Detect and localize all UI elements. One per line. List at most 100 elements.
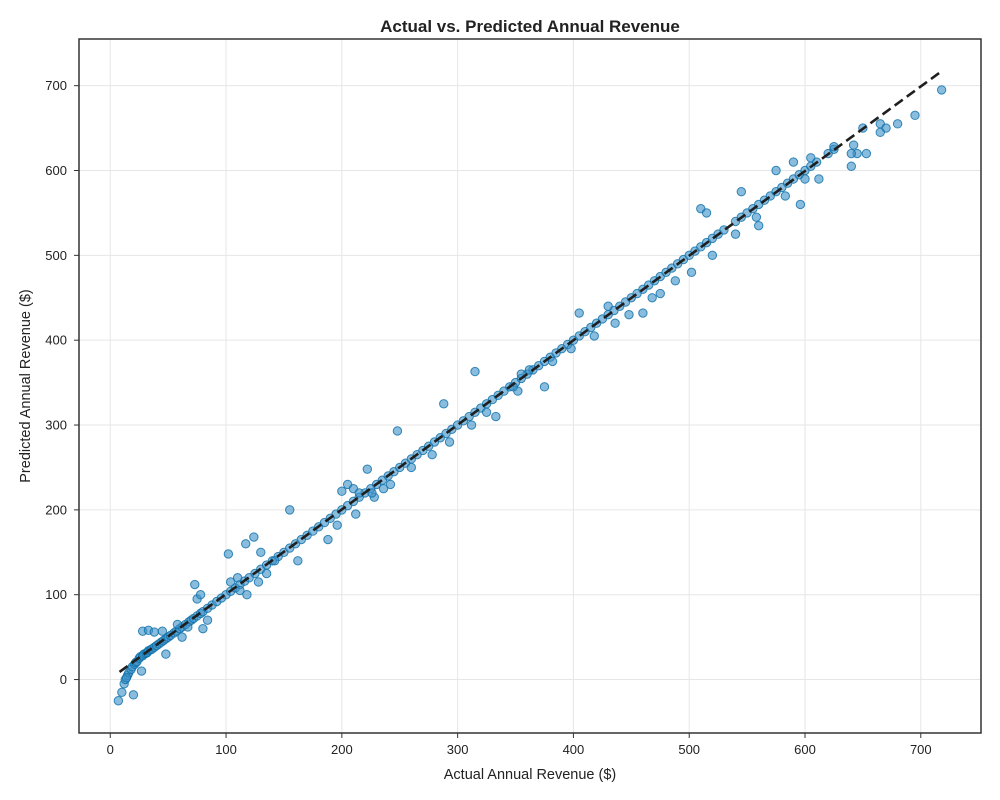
- data-point: [337, 486, 347, 496]
- data-point: [293, 556, 303, 566]
- data-point: [655, 288, 665, 299]
- data-point: [249, 532, 259, 542]
- grid: [79, 39, 981, 733]
- reference-line: [118, 71, 942, 673]
- data-point: [707, 250, 718, 261]
- data-point: [367, 488, 377, 498]
- data-point: [780, 191, 791, 201]
- data-point: [800, 174, 810, 184]
- data-point: [392, 426, 403, 436]
- data-point: [624, 310, 634, 320]
- y-axis-label: Predicted Annual Revenue ($): [18, 289, 34, 482]
- data-point: [128, 690, 139, 700]
- data-point: [736, 187, 747, 197]
- data-point: [195, 590, 206, 600]
- x-tick-label: 0: [107, 742, 114, 757]
- data-point: [861, 148, 872, 159]
- data-point: [202, 615, 213, 625]
- data-point: [261, 568, 272, 579]
- data-point: [225, 577, 236, 587]
- data-point: [223, 549, 234, 559]
- data-point: [647, 293, 657, 303]
- data-point: [439, 399, 449, 409]
- data-point: [686, 267, 697, 278]
- data-point: [788, 157, 799, 167]
- data-point: [136, 666, 147, 676]
- data-point: [235, 585, 245, 596]
- data-point: [670, 276, 681, 286]
- data-point: [323, 534, 333, 545]
- data-point: [875, 127, 885, 138]
- data-point: [351, 509, 361, 519]
- data-point: [427, 450, 437, 460]
- data-point: [539, 382, 550, 392]
- y-tick-label: 400: [45, 333, 67, 348]
- data-point: [481, 407, 492, 418]
- data-point: [806, 153, 816, 163]
- data-point: [161, 649, 171, 659]
- data-point: [256, 547, 266, 557]
- data-point: [177, 632, 187, 642]
- data-point: [936, 85, 947, 95]
- y-tick-label: 0: [60, 672, 67, 687]
- data-point: [753, 220, 764, 231]
- data-point: [253, 577, 264, 587]
- data-point: [149, 627, 159, 637]
- data-point: [285, 505, 295, 515]
- data-point: [117, 687, 127, 697]
- y-tick-label: 100: [45, 587, 67, 602]
- x-tick-label: 600: [794, 742, 816, 757]
- data-point: [198, 623, 208, 634]
- data-point: [113, 696, 124, 706]
- data-point: [610, 318, 620, 328]
- x-tick-label: 200: [331, 742, 353, 757]
- data-point: [910, 110, 920, 121]
- data-point: [466, 420, 477, 430]
- data-point: [470, 366, 480, 377]
- data-point: [241, 539, 251, 549]
- y-axis-ticks: 0 100 200 300 400 500 600 700: [45, 78, 79, 687]
- data-point: [232, 573, 243, 583]
- x-tick-label: 400: [563, 742, 585, 757]
- data-point: [547, 356, 558, 367]
- data-point: [354, 488, 364, 498]
- reference-line-group: [118, 71, 942, 673]
- y-tick-label: 200: [45, 502, 67, 517]
- y-tick-label: 500: [45, 248, 67, 263]
- data-point: [701, 208, 712, 218]
- data-point: [751, 212, 762, 222]
- data-point: [846, 161, 857, 171]
- x-tick-label: 300: [447, 742, 469, 757]
- data-point: [332, 520, 342, 530]
- data-point: [444, 437, 455, 447]
- x-tick-label: 100: [215, 742, 237, 757]
- data-point: [795, 199, 806, 210]
- y-tick-label: 300: [45, 418, 67, 433]
- data-point: [362, 464, 373, 474]
- data-point: [242, 590, 252, 600]
- data-point: [378, 483, 389, 494]
- data-point: [190, 579, 200, 590]
- x-axis-label: Actual Annual Revenue ($): [444, 767, 617, 783]
- data-point: [385, 479, 396, 490]
- data-point: [846, 148, 857, 159]
- data-point: [730, 229, 741, 239]
- data-point: [491, 411, 501, 422]
- y-tick-label: 600: [45, 163, 67, 178]
- data-point: [603, 301, 613, 311]
- y-tick-label: 700: [45, 78, 67, 93]
- data-point: [848, 140, 859, 150]
- data-point: [892, 119, 903, 129]
- data-point: [771, 165, 781, 176]
- x-axis-ticks: 0 100 200 300 400 500 600 700: [107, 733, 932, 757]
- data-point: [566, 343, 576, 354]
- x-tick-label: 500: [678, 742, 700, 757]
- data-point: [157, 626, 168, 636]
- data-point: [574, 308, 584, 318]
- data-point: [814, 174, 824, 184]
- data-point: [638, 308, 648, 318]
- data-point: [589, 331, 599, 341]
- data-point: [406, 462, 417, 473]
